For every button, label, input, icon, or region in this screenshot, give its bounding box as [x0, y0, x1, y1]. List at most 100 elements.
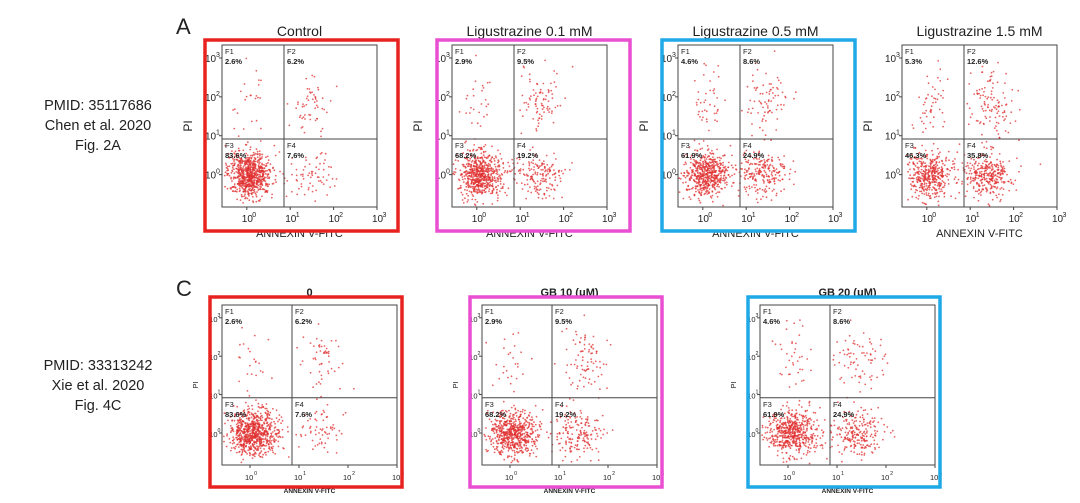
- data-point: [261, 432, 264, 435]
- data-point: [482, 87, 485, 89]
- data-point: [983, 184, 986, 187]
- data-point: [943, 184, 946, 187]
- data-point: [916, 162, 919, 165]
- data-point: [714, 181, 716, 183]
- data-point: [764, 134, 767, 137]
- data-point: [233, 438, 235, 441]
- data-point: [776, 104, 779, 107]
- quadrant-percentage: 7.6%: [287, 151, 304, 160]
- data-point: [497, 178, 499, 181]
- data-point: [476, 201, 479, 203]
- data-point: [299, 433, 302, 436]
- data-point: [946, 175, 948, 178]
- data-point: [990, 169, 993, 172]
- data-point: [253, 179, 256, 182]
- data-point: [540, 164, 543, 167]
- data-point: [481, 89, 483, 92]
- data-point: [269, 441, 272, 444]
- data-point: [507, 161, 510, 164]
- quadrant-percentage: 2.9%: [455, 57, 472, 66]
- data-point: [551, 93, 554, 95]
- data-point: [246, 170, 249, 173]
- data-point: [519, 109, 521, 112]
- data-point: [487, 174, 489, 177]
- data-point: [699, 166, 701, 169]
- data-point: [702, 140, 705, 142]
- data-point: [309, 176, 312, 179]
- data-point: [514, 173, 517, 175]
- data-point: [236, 165, 239, 168]
- data-point: [495, 156, 497, 159]
- data-point: [270, 196, 273, 199]
- data-point: [966, 183, 969, 186]
- data-point: [231, 419, 234, 422]
- data-point: [242, 149, 245, 152]
- data-point: [794, 91, 797, 94]
- data-point: [686, 175, 688, 177]
- data-point: [340, 432, 343, 435]
- data-point: [507, 449, 510, 452]
- data-point: [246, 174, 249, 177]
- data-point: [547, 100, 550, 102]
- data-point: [937, 200, 940, 203]
- data-point: [766, 164, 769, 166]
- data-point: [353, 387, 355, 390]
- data-point: [253, 156, 256, 159]
- data-point: [715, 112, 718, 114]
- quadrant-label: F3: [905, 141, 914, 150]
- data-point: [491, 203, 494, 205]
- data-point: [260, 441, 263, 444]
- data-point: [932, 153, 934, 156]
- data-point: [521, 433, 524, 436]
- data-point: [996, 196, 998, 199]
- data-point: [994, 107, 996, 109]
- data-point: [250, 373, 253, 375]
- data-point: [231, 150, 233, 153]
- data-point: [697, 172, 699, 175]
- data-point: [269, 436, 271, 439]
- data-point: [529, 80, 531, 83]
- data-point: [777, 79, 780, 82]
- data-point: [1002, 115, 1004, 118]
- data-point: [453, 171, 455, 173]
- data-point: [484, 144, 487, 146]
- data-point: [682, 197, 685, 200]
- data-point: [493, 451, 496, 454]
- data-point: [233, 419, 236, 422]
- data-point: [268, 439, 271, 442]
- data-point: [515, 420, 517, 423]
- data-point: [248, 417, 251, 420]
- data-point: [247, 428, 250, 430]
- data-point: [771, 174, 774, 177]
- citation-authors: Chen et al. 2020: [44, 118, 152, 134]
- data-point: [986, 80, 989, 83]
- data-point: [482, 170, 484, 173]
- data-point: [327, 437, 329, 440]
- data-point: [242, 446, 245, 449]
- data-point: [480, 173, 482, 175]
- data-point: [298, 187, 300, 190]
- data-point: [264, 172, 267, 175]
- data-point: [472, 149, 474, 152]
- data-point: [269, 448, 272, 451]
- data-point: [545, 197, 547, 199]
- data-point: [471, 170, 473, 173]
- data-point: [925, 184, 928, 187]
- quadrant-percentage: 19.2%: [517, 151, 539, 160]
- data-point: [714, 119, 716, 121]
- data-point: [756, 201, 759, 204]
- data-point: [522, 417, 525, 420]
- data-point: [776, 118, 779, 120]
- data-point: [333, 427, 336, 430]
- data-point: [255, 183, 258, 186]
- data-point: [525, 447, 527, 450]
- data-point: [266, 435, 269, 438]
- data-point: [328, 432, 331, 435]
- data-point: [537, 122, 540, 125]
- data-point: [710, 170, 713, 173]
- data-point: [223, 174, 226, 177]
- data-point: [976, 168, 979, 171]
- data-point: [480, 147, 483, 150]
- y-tick-label: 10: [205, 171, 217, 182]
- x-tick-exponent: 2: [339, 212, 343, 219]
